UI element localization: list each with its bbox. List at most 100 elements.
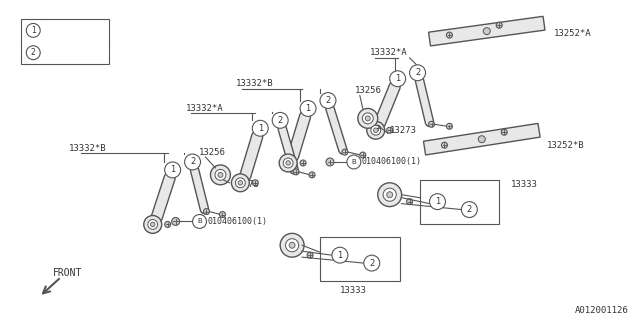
Circle shape xyxy=(347,155,361,169)
Text: 13332*A: 13332*A xyxy=(186,104,223,113)
Text: 2: 2 xyxy=(467,205,472,214)
Circle shape xyxy=(272,112,288,128)
Circle shape xyxy=(378,183,402,207)
Circle shape xyxy=(300,100,316,116)
Circle shape xyxy=(144,215,162,233)
Circle shape xyxy=(358,108,378,128)
Circle shape xyxy=(501,129,507,135)
Circle shape xyxy=(362,113,373,124)
Circle shape xyxy=(280,233,304,257)
Text: 13252*A: 13252*A xyxy=(554,28,591,38)
Text: 13332*A: 13332*A xyxy=(370,48,408,57)
Circle shape xyxy=(215,169,226,180)
Polygon shape xyxy=(429,16,545,46)
Text: 13333: 13333 xyxy=(511,180,538,189)
Circle shape xyxy=(410,65,426,81)
Text: 1: 1 xyxy=(337,251,342,260)
Text: 13234: 13234 xyxy=(51,48,78,57)
Circle shape xyxy=(429,194,445,210)
Circle shape xyxy=(390,71,406,87)
Circle shape xyxy=(320,92,336,108)
Circle shape xyxy=(184,154,200,170)
Text: 2: 2 xyxy=(190,157,195,166)
Text: 2: 2 xyxy=(325,96,331,105)
Circle shape xyxy=(406,199,413,204)
Circle shape xyxy=(371,125,381,135)
Circle shape xyxy=(26,46,40,60)
Text: 13333: 13333 xyxy=(340,286,367,295)
Circle shape xyxy=(307,252,313,258)
Circle shape xyxy=(150,222,155,227)
Text: 2: 2 xyxy=(369,259,374,268)
Circle shape xyxy=(360,152,366,158)
Circle shape xyxy=(364,255,380,271)
Circle shape xyxy=(478,136,485,143)
Text: 1: 1 xyxy=(395,74,400,83)
Circle shape xyxy=(496,22,502,28)
Text: B: B xyxy=(197,219,202,224)
Text: C0062: C0062 xyxy=(51,26,78,35)
Circle shape xyxy=(342,149,348,155)
Text: 1: 1 xyxy=(305,104,310,113)
Text: 13273: 13273 xyxy=(232,180,259,189)
Text: 1: 1 xyxy=(170,165,175,174)
Circle shape xyxy=(383,188,396,201)
Circle shape xyxy=(483,28,490,35)
Text: 2: 2 xyxy=(31,48,36,57)
Circle shape xyxy=(211,165,230,185)
Circle shape xyxy=(232,174,250,192)
Text: 13273: 13273 xyxy=(390,126,417,135)
Circle shape xyxy=(375,125,381,131)
Circle shape xyxy=(204,209,209,214)
Circle shape xyxy=(238,180,243,185)
Polygon shape xyxy=(21,19,109,64)
Text: 010406100(1): 010406100(1) xyxy=(207,217,268,226)
Text: FRONT: FRONT xyxy=(53,268,83,278)
Circle shape xyxy=(218,172,223,177)
Text: 13252*B: 13252*B xyxy=(547,140,584,150)
Circle shape xyxy=(26,23,40,37)
Circle shape xyxy=(252,120,268,136)
Circle shape xyxy=(300,160,306,166)
Text: 1: 1 xyxy=(258,124,263,133)
Text: A012001126: A012001126 xyxy=(575,306,628,315)
Circle shape xyxy=(252,180,259,186)
Circle shape xyxy=(236,178,245,188)
Circle shape xyxy=(447,123,452,129)
Text: 13256: 13256 xyxy=(355,86,381,95)
Circle shape xyxy=(164,162,180,178)
Circle shape xyxy=(365,116,371,121)
Text: 13332*B: 13332*B xyxy=(236,79,273,88)
Polygon shape xyxy=(424,124,540,155)
Circle shape xyxy=(293,169,299,175)
Circle shape xyxy=(279,154,297,172)
Circle shape xyxy=(429,121,435,127)
Circle shape xyxy=(374,128,378,132)
Circle shape xyxy=(332,247,348,263)
Circle shape xyxy=(193,214,207,228)
Circle shape xyxy=(285,239,299,252)
Text: 2: 2 xyxy=(415,68,420,77)
Circle shape xyxy=(309,172,315,178)
Circle shape xyxy=(164,221,171,228)
Circle shape xyxy=(367,121,385,139)
Circle shape xyxy=(447,32,452,38)
Text: 010406100(1): 010406100(1) xyxy=(362,157,422,166)
Text: B: B xyxy=(351,159,356,165)
Text: 2: 2 xyxy=(278,116,283,125)
Circle shape xyxy=(289,242,295,248)
Circle shape xyxy=(172,218,180,225)
Circle shape xyxy=(442,142,447,148)
Circle shape xyxy=(326,158,334,166)
Circle shape xyxy=(286,161,291,165)
Circle shape xyxy=(148,220,157,229)
Circle shape xyxy=(284,158,293,168)
Text: 13256: 13256 xyxy=(198,148,225,156)
Circle shape xyxy=(461,202,477,218)
Circle shape xyxy=(220,212,225,218)
Text: 13332*B: 13332*B xyxy=(69,144,107,153)
Text: 1: 1 xyxy=(31,26,36,35)
Text: 1: 1 xyxy=(435,197,440,206)
Circle shape xyxy=(387,192,393,198)
Circle shape xyxy=(387,127,393,133)
